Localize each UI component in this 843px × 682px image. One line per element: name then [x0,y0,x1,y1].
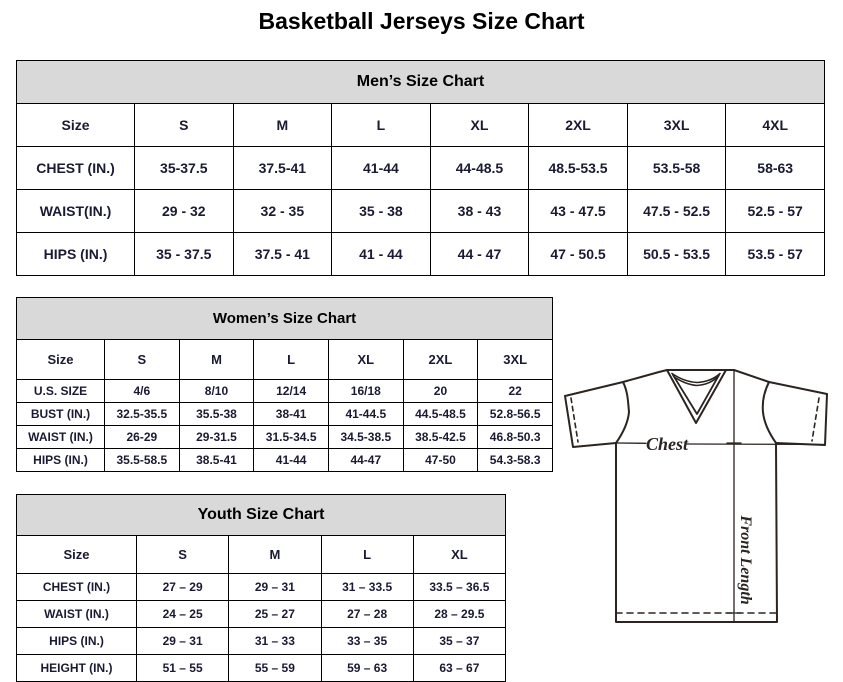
svg-text:Front Length: Front Length [737,514,754,604]
svg-text:Chest: Chest [646,434,689,454]
